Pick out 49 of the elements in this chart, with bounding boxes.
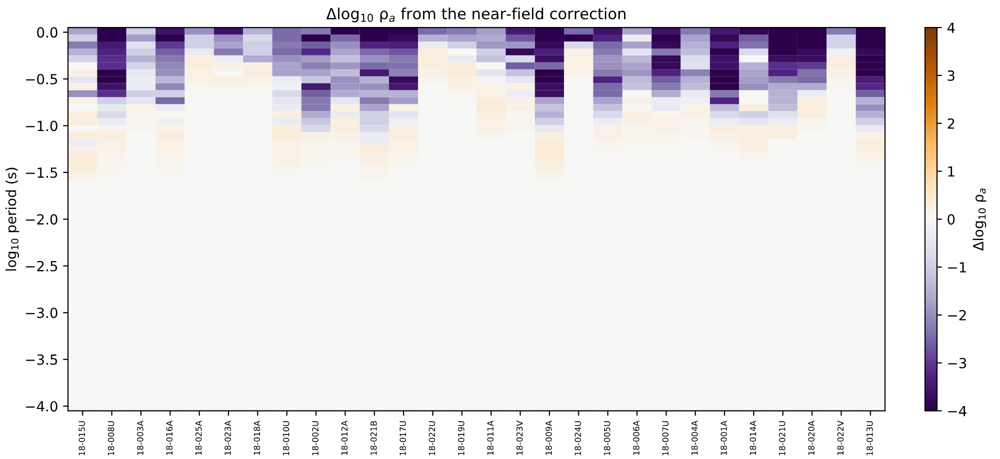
color-bar-label: −2 — [948, 310, 966, 320]
y-tick-label: −2.0 — [26, 214, 58, 225]
x-tick-label: 18-008U — [108, 421, 114, 456]
color-bar-label: −3 — [948, 358, 966, 368]
x-tick-label: 18-019U — [458, 421, 464, 456]
chart-title: Δlog$_{10}$ ρ$_{a}$ from the near-field correction — [326, 8, 626, 22]
x-tick-label: 18-005U — [604, 421, 610, 456]
x-tick-label: 18-024U — [574, 421, 582, 456]
x-tick-label: 18-025A — [195, 420, 202, 455]
x-tick-label: 18-018A — [254, 420, 260, 455]
x-tick-label: 18-021U — [778, 421, 786, 456]
x-tick-label: 18-020A — [808, 420, 814, 455]
x-tick-label: 18-004A — [691, 420, 698, 455]
x-tick-label: 18-003A — [137, 420, 144, 455]
color-bar-label: 3 — [948, 70, 954, 81]
x-tick-label: 18-023A — [224, 420, 231, 455]
color-bar-label: −4 — [948, 406, 966, 416]
color-bar-label: −1 — [948, 262, 966, 272]
x-tick-label: 18-021B — [370, 421, 377, 455]
x-tick-label: 18-001A — [720, 420, 727, 455]
x-tick-label: 18-011A — [487, 420, 494, 455]
color-bar-title: Δlog$_{10}$ ρ$_{a}$ — [972, 188, 986, 251]
y-axis-title: log$_{10}$ period (s) — [6, 168, 19, 271]
y-tick-label: −3.0 — [26, 308, 58, 318]
color-bar-label: 2 — [948, 118, 954, 129]
x-tick-label: 18-017U — [400, 421, 406, 456]
y-tick-label: −4.0 — [26, 401, 58, 412]
x-tick-label: 18-014A — [750, 420, 756, 455]
y-tick-label: −3.5 — [26, 354, 58, 365]
color-bar-label: 4 — [947, 22, 955, 33]
x-tick-label: 18-016A — [166, 420, 173, 455]
x-tick-label: 18-013U — [866, 421, 873, 456]
y-tick-label: −0.5 — [26, 74, 58, 84]
x-tick-label: 18-012A — [341, 420, 348, 455]
y-tick-label: −2.5 — [26, 260, 58, 272]
y-tick-label: −1.0 — [26, 120, 58, 132]
x-tick-label: 18-010U — [282, 421, 290, 456]
x-tick-label: 18-023V — [516, 420, 523, 455]
x-tick-label: 18-006A — [633, 420, 640, 455]
x-tick-label: 18-002U — [312, 421, 318, 456]
x-tick-label: 18-007U — [662, 421, 669, 456]
x-tick-label: 18-015U — [78, 421, 86, 456]
x-tick-label: 18-009A — [546, 420, 552, 455]
color-bar-label: 0 — [948, 214, 955, 225]
y-tick-label: 0.0 — [37, 27, 58, 38]
color-bar-label: 1 — [948, 166, 954, 177]
x-tick-label: 18-022V — [837, 420, 844, 455]
x-tick-label: 18-022U — [428, 421, 436, 456]
y-tick-label: −1.5 — [26, 168, 58, 178]
